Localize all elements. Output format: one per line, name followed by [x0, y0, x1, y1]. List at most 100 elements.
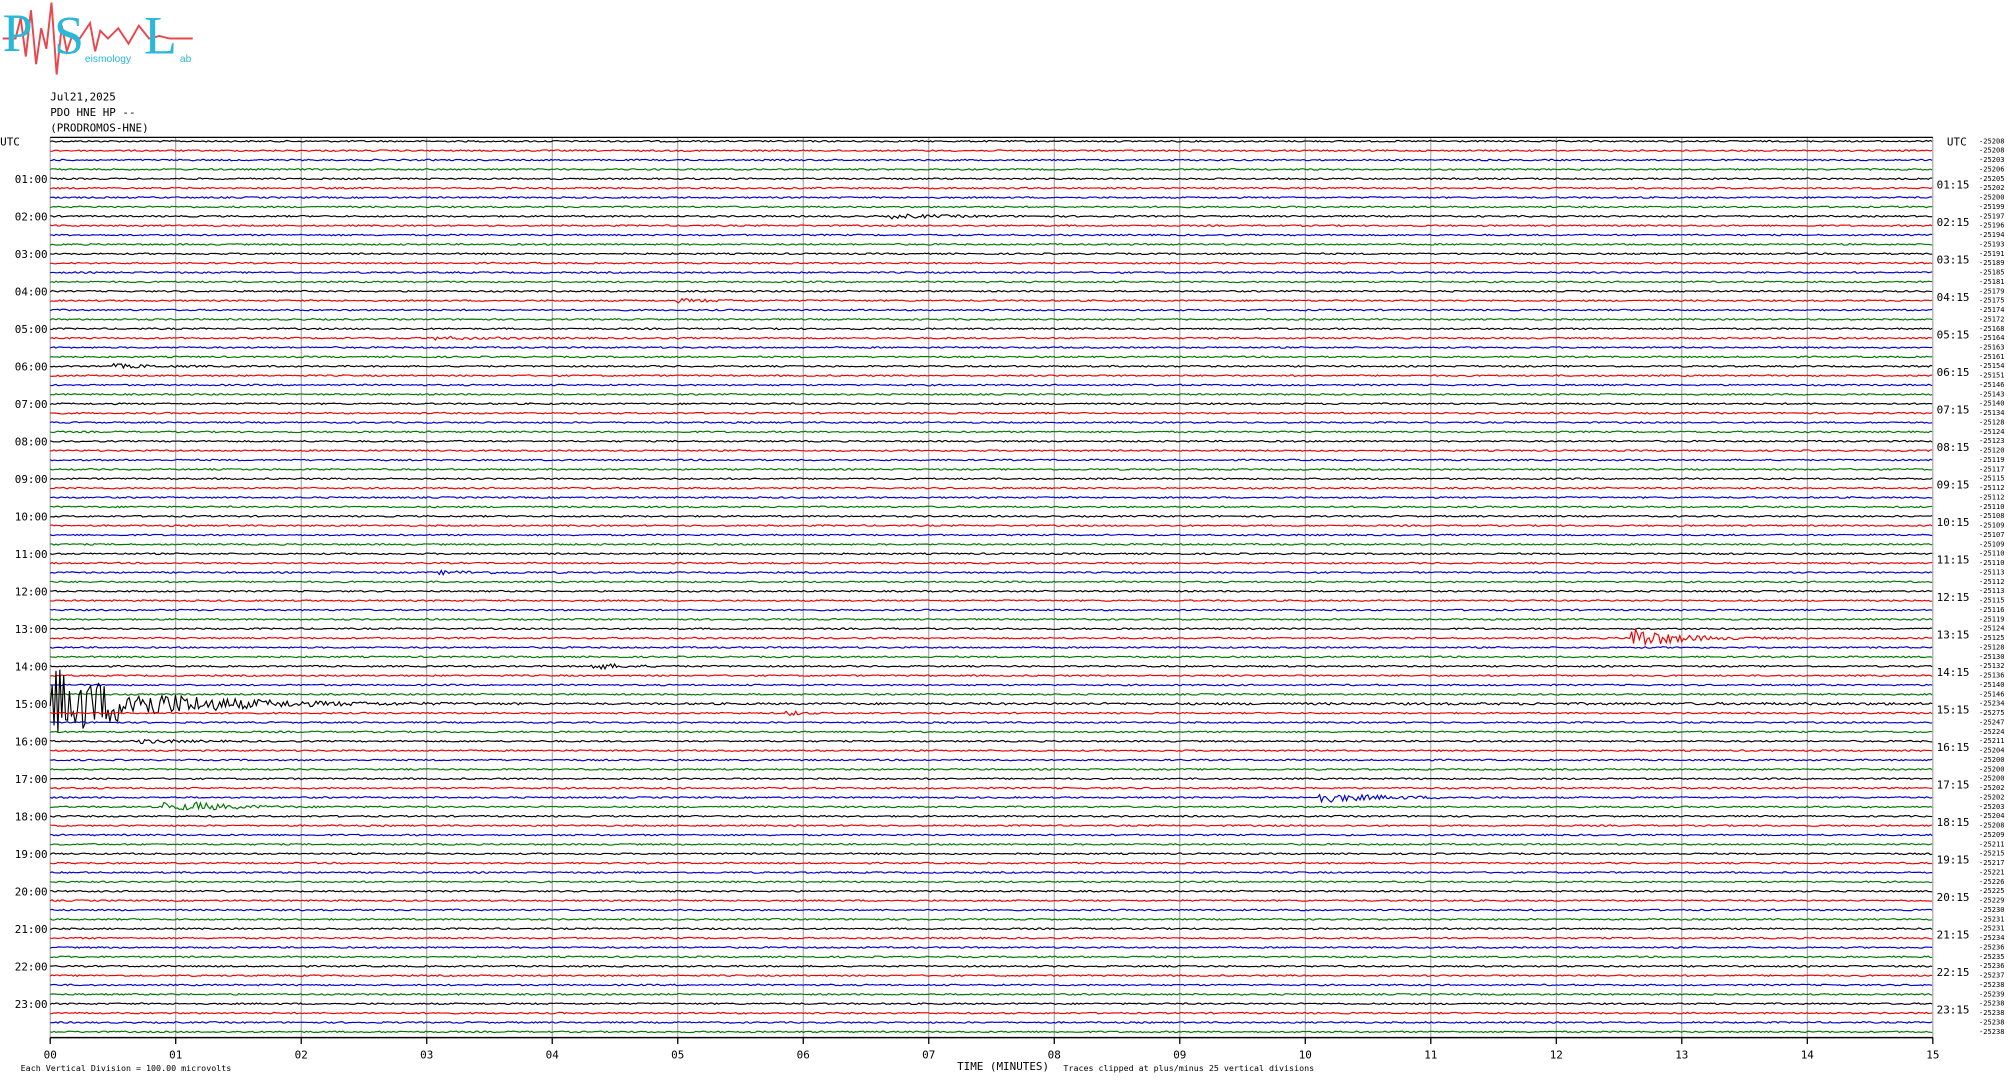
row-offset: -25128	[1979, 642, 2004, 651]
x-tick-label: 12	[1550, 1049, 1563, 1062]
trace	[49, 533, 1933, 537]
row-offset: -25204	[1979, 811, 2004, 820]
row-offset: -25211	[1979, 736, 2004, 745]
trace	[50, 927, 1933, 931]
clip-note: Traces clipped at plus/minus 25 vertical…	[1063, 1063, 1314, 1073]
trace	[49, 458, 1933, 462]
row-offset: -25221	[1979, 867, 2004, 876]
trace	[50, 346, 1933, 349]
quarter-label: 02:15	[1937, 216, 1970, 229]
hour-label: 13:00	[15, 623, 48, 636]
trace	[49, 317, 1933, 321]
x-tick-label: 02	[295, 1049, 308, 1062]
trace	[50, 738, 1933, 745]
row-offset: -25234	[1979, 933, 2004, 942]
trace	[50, 213, 1933, 220]
trace	[50, 383, 1933, 387]
scale-note: Each Vertical Division = 100.00 microvol…	[21, 1063, 232, 1073]
row-offset: -25119	[1979, 614, 2004, 623]
row-offset: -25234	[1979, 699, 2004, 708]
quarter-label: 06:15	[1937, 366, 1970, 379]
row-offset: -25154	[1979, 361, 2004, 370]
quarter-label: 11:15	[1937, 554, 1970, 567]
trace	[50, 186, 1933, 190]
row-offset: -25125	[1979, 633, 2004, 642]
trace	[49, 974, 1933, 978]
trace	[50, 411, 1933, 415]
logo-letter: P	[3, 3, 33, 63]
row-offset: -25181	[1979, 277, 2004, 286]
hour-label: 01:00	[15, 173, 48, 186]
quarter-label: 17:15	[1937, 779, 1970, 792]
trace	[50, 524, 1933, 528]
trace	[49, 777, 1933, 781]
row-offset: -25161	[1979, 352, 2004, 361]
x-tick-label: 11	[1424, 1049, 1437, 1062]
row-offset: -25110	[1979, 549, 2004, 558]
trace	[49, 477, 1933, 481]
row-offset: -25174	[1979, 305, 2004, 314]
quarter-label: 07:15	[1937, 404, 1970, 417]
hour-label: 15:00	[15, 698, 48, 711]
row-offset: -25116	[1979, 605, 2004, 614]
logo-letter: L	[144, 5, 177, 65]
trace	[49, 627, 1933, 647]
trace	[50, 955, 1933, 959]
trace	[49, 335, 1933, 342]
trace	[50, 824, 1933, 828]
row-offset: -25136	[1979, 671, 2004, 680]
row-offset: -25224	[1979, 727, 2004, 736]
trace	[50, 833, 1933, 837]
trace	[50, 758, 1933, 762]
trace	[50, 167, 1933, 171]
row-offset: -25200	[1979, 193, 2004, 202]
row-offset: -25108	[1979, 511, 2004, 520]
hour-label: 07:00	[15, 398, 48, 411]
trace	[50, 486, 1933, 490]
trace	[50, 908, 1933, 912]
row-offset: -25193	[1979, 239, 2004, 248]
x-tick-label: 14	[1801, 1049, 1815, 1062]
quarter-label: 20:15	[1937, 891, 1970, 904]
row-offset: -25175	[1979, 296, 2004, 305]
row-offset: -25209	[1979, 830, 2004, 839]
trace	[49, 308, 1933, 312]
header-date: Jul21,2025	[50, 91, 116, 104]
trace	[50, 392, 1933, 396]
trace	[50, 599, 1933, 603]
row-offset: -25208	[1979, 146, 2004, 155]
quarter-label: 13:15	[1937, 629, 1970, 642]
trace	[50, 730, 1933, 734]
quarter-label: 12:15	[1937, 591, 1970, 604]
trace	[50, 936, 1933, 940]
hour-label: 02:00	[15, 211, 48, 224]
grid	[49, 137, 1934, 1045]
trace	[50, 1011, 1933, 1015]
trace	[49, 899, 1933, 903]
trace	[49, 242, 1933, 246]
row-offset: -25206	[1979, 164, 2004, 173]
hour-label: 14:00	[15, 661, 48, 674]
trace	[50, 196, 1933, 199]
row-offset: -25143	[1979, 389, 2004, 398]
trace	[50, 871, 1933, 874]
quarter-label: 21:15	[1937, 929, 1970, 942]
hour-label: 08:00	[15, 436, 48, 449]
quarter-label: 04:15	[1937, 291, 1970, 304]
x-tick-label: 13	[1675, 1049, 1688, 1062]
quarter-label: 16:15	[1937, 741, 1970, 754]
row-offset: -25199	[1979, 202, 2004, 211]
trace	[49, 646, 1933, 649]
row-offset: -25109	[1979, 521, 2004, 530]
trace	[49, 917, 1933, 921]
trace	[49, 946, 1933, 949]
trace	[50, 674, 1933, 678]
hour-label: 12:00	[15, 586, 48, 599]
row-offset: -25208	[1979, 136, 2004, 145]
row-offset: -25204	[1979, 746, 2004, 755]
row-offset: -25247	[1979, 717, 2004, 726]
row-offset: -25203	[1979, 802, 2004, 811]
x-tick-label: 06	[797, 1049, 810, 1062]
trace	[50, 542, 1933, 546]
